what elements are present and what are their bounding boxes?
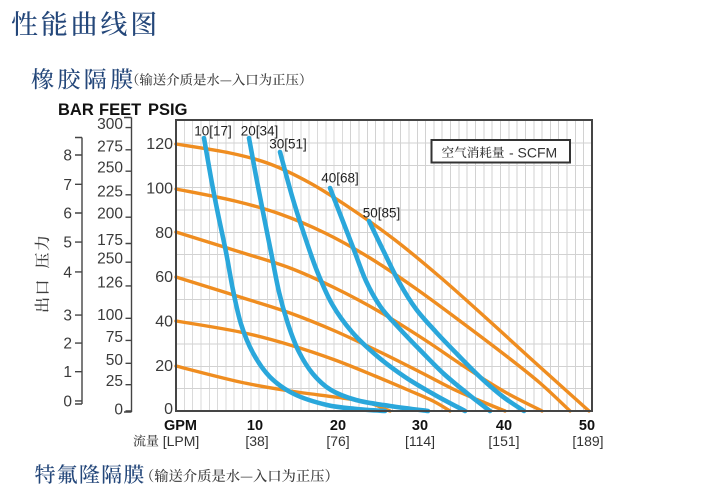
svg-text:225: 225: [97, 183, 123, 200]
svg-text:40: 40: [496, 418, 512, 434]
svg-text:[189]: [189]: [572, 433, 603, 449]
svg-text:[151]: [151]: [488, 433, 519, 449]
svg-text:250: 250: [97, 160, 123, 177]
svg-text:275: 275: [97, 138, 123, 155]
svg-text:GPM: GPM: [164, 418, 197, 434]
svg-text:50: 50: [579, 418, 595, 434]
svg-text:80: 80: [155, 225, 173, 242]
svg-text:126: 126: [97, 274, 123, 291]
svg-text:[76]: [76]: [326, 433, 349, 449]
svg-text:2: 2: [63, 336, 72, 353]
svg-text:200: 200: [97, 206, 123, 223]
svg-text:40: 40: [155, 314, 173, 331]
svg-text:25: 25: [106, 373, 123, 390]
svg-text:[LPM]: [LPM]: [163, 433, 200, 449]
svg-text:3: 3: [63, 308, 72, 325]
svg-text:8: 8: [63, 148, 72, 165]
svg-text:100: 100: [97, 307, 123, 324]
svg-text:60: 60: [155, 269, 173, 286]
svg-text:100: 100: [146, 181, 173, 198]
svg-text:5: 5: [63, 235, 72, 252]
svg-text:50: 50: [106, 352, 124, 369]
svg-text:30[51]: 30[51]: [269, 137, 307, 152]
svg-text:300: 300: [97, 116, 123, 133]
svg-text:6: 6: [63, 206, 72, 223]
svg-text:30: 30: [412, 418, 428, 434]
svg-text:75: 75: [106, 329, 123, 346]
svg-text:0: 0: [114, 402, 123, 419]
svg-text:20[34]: 20[34]: [241, 124, 279, 139]
svg-text:10[17]: 10[17]: [194, 124, 232, 139]
svg-text:FEET: FEET: [99, 101, 141, 119]
svg-text:20: 20: [155, 358, 173, 375]
svg-text:10: 10: [247, 418, 263, 434]
svg-text:1: 1: [63, 364, 72, 381]
svg-text:175: 175: [97, 232, 123, 249]
svg-text:0: 0: [164, 401, 173, 418]
svg-text:20: 20: [330, 418, 346, 434]
svg-text:BAR: BAR: [58, 101, 94, 119]
svg-text:- SCFM: - SCFM: [509, 145, 557, 161]
svg-text:120: 120: [146, 136, 173, 153]
svg-text:250: 250: [97, 251, 123, 268]
svg-text:PSIG: PSIG: [148, 101, 187, 119]
svg-text:[38]: [38]: [245, 433, 268, 449]
svg-text:40[68]: 40[68]: [321, 171, 359, 186]
svg-text:0: 0: [63, 393, 72, 410]
svg-text:50[85]: 50[85]: [363, 206, 401, 221]
svg-text:4: 4: [63, 264, 72, 281]
svg-text:7: 7: [63, 177, 72, 194]
svg-text:[114]: [114]: [405, 433, 435, 449]
